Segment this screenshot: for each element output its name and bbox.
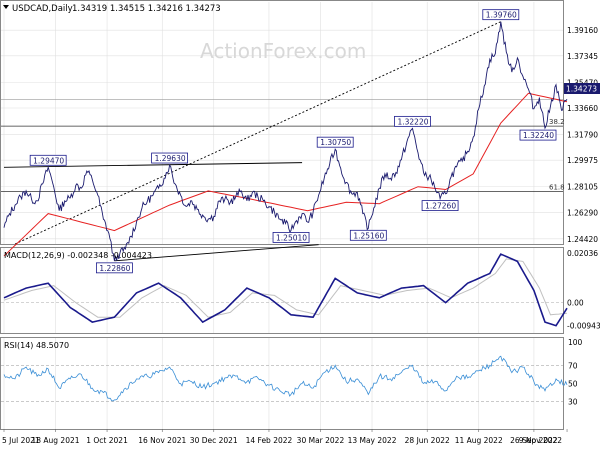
- x-tick-label: 18 Aug 2021: [31, 436, 79, 445]
- price-y-tick-label: 1.35470: [567, 78, 598, 87]
- x-tick-label: 16 Nov 2021: [138, 436, 186, 445]
- swing-label: 1.29630: [155, 154, 186, 163]
- price-y-tick-label: 1.37345: [567, 52, 598, 61]
- swing-label: 1.30750: [320, 138, 351, 147]
- swing-label: 1.27260: [425, 202, 456, 211]
- macd-y-tick-label: 0.00: [567, 299, 584, 308]
- swing-label-box: [96, 262, 133, 274]
- watermark: ActionForex.com: [200, 39, 366, 63]
- price-y-tick-label: 1.28105: [567, 183, 598, 192]
- price-y-tick-label: 1.33660: [567, 104, 598, 113]
- macd-panel-frame: [0, 247, 564, 334]
- swing-label-box: [349, 229, 387, 241]
- swing-label: 1.39760: [486, 11, 517, 20]
- instrument-label: USDCAD,Daily: [12, 4, 73, 14]
- swing-label-box: [519, 129, 557, 141]
- swing-label: 1.25160: [353, 231, 384, 240]
- fib-38-label: 38.2: [549, 118, 565, 126]
- fib-61-label: 61.8: [549, 184, 565, 192]
- price-y-tick-label: 1.39160: [567, 26, 598, 35]
- price-line: [3, 21, 568, 261]
- macd-signal-line: [3, 258, 568, 318]
- ema-layer: [3, 92, 568, 257]
- rsi-title: RSI(14) 48.5070: [4, 341, 69, 350]
- rsi-panel-frame: [0, 337, 564, 430]
- swing-label-box: [421, 200, 459, 211]
- fib-layer: 38.2 61.8: [1, 99, 565, 193]
- dropdown-triangle-icon[interactable]: [3, 5, 9, 9]
- x-tick-label: 1 Oct 2021: [86, 436, 128, 445]
- ohlc-header: 1.34319 1.34515 1.34216 1.34273: [72, 4, 221, 14]
- current-price-text: 1.34273: [566, 85, 597, 94]
- swing-label: 1.29470: [33, 156, 64, 165]
- rsi-y-tick-label: 50: [568, 380, 578, 389]
- x-tick-label: 11 Aug 2022: [455, 436, 503, 445]
- x-tick-label: 28 Jun 2022: [405, 436, 450, 445]
- swing-label-box: [482, 9, 520, 21]
- swing-label: 1.32240: [523, 131, 554, 140]
- x-tick-label: 26 Sep 2022: [510, 436, 558, 445]
- price-y-tick-label: 1.24420: [567, 235, 598, 244]
- lower-channel-line: [114, 244, 319, 262]
- swing-label-box: [394, 115, 431, 127]
- macd-layer: [1, 253, 568, 327]
- grid-layer: [1, 2, 563, 429]
- price-y-tick-label: 1.26290: [567, 208, 598, 217]
- swing-label-box: [29, 154, 67, 166]
- swing-label: 1.32220: [397, 117, 428, 126]
- rsi-y-tick-label: 100: [568, 338, 583, 347]
- swing-label: 1.22860: [99, 264, 130, 273]
- swing-label-box: [272, 232, 310, 243]
- macd-title: MACD(12,26,9) -0.002348 -0.004423: [4, 251, 152, 260]
- ema-line: [3, 92, 568, 257]
- price-y-tick-label: 1.29975: [567, 156, 598, 165]
- current-price-badge: [564, 83, 600, 94]
- price-y-tick-label: 1.31790: [567, 130, 598, 139]
- rsi-y-tick-label: 70: [568, 361, 578, 370]
- macd-y-tick-label: -0.009438: [567, 322, 600, 331]
- macd-y-tick-label: 0.02036: [567, 249, 598, 258]
- rsi-line: [3, 355, 568, 402]
- price-layer: [3, 21, 568, 261]
- x-tick-label: 30 Mar 2022: [297, 436, 345, 445]
- x-tick-label: 5 Jul 2021: [2, 436, 40, 445]
- price-panel-frame: [0, 0, 564, 245]
- rsi-layer: [1, 355, 568, 403]
- y-axis-layer: 1.39160 1.37345 1.35470 1.33660 1.31790 1.299…: [567, 26, 600, 407]
- rsi-y-tick-label: 30: [568, 398, 578, 407]
- swing-label: 1.25010: [276, 233, 307, 242]
- macd-line: [3, 253, 568, 327]
- x-tick-label: 9 Nov 2022: [519, 436, 562, 445]
- dotted-trendline: [14, 21, 501, 245]
- trend-layer: [3, 21, 501, 262]
- x-tick-label: 30 Dec 2021: [190, 436, 238, 445]
- x-tick-label: 13 May 2022: [348, 436, 397, 445]
- x-tick-label: 14 Feb 2022: [246, 436, 293, 445]
- swing-label-box: [316, 136, 354, 148]
- upper-channel-line: [3, 162, 303, 168]
- price-labels-layer: 1.29470 1.29630 1.22860 1.25010 1.30750 1.251…: [29, 9, 557, 274]
- swing-label-box: [151, 152, 189, 164]
